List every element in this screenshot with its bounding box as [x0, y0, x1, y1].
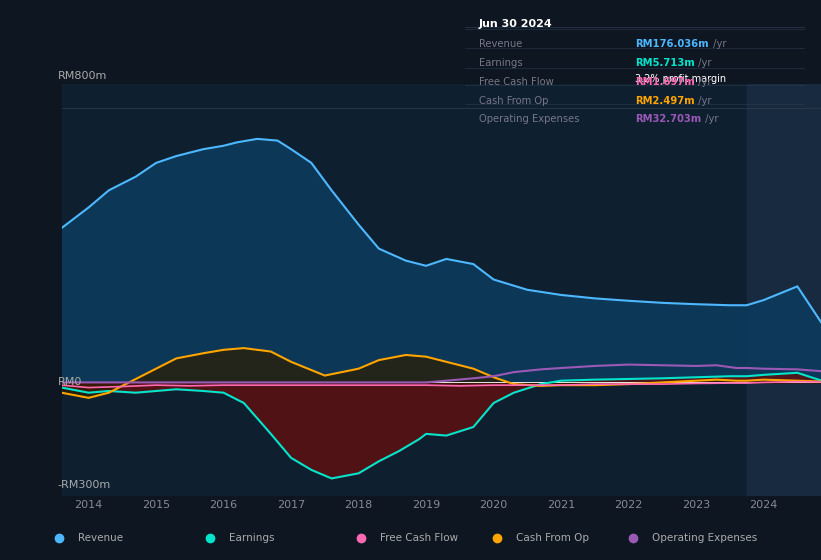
Text: Revenue: Revenue: [479, 39, 522, 49]
Text: RM5.713m: RM5.713m: [635, 58, 695, 68]
Text: Cash From Op: Cash From Op: [516, 533, 589, 543]
Text: Jun 30 2024: Jun 30 2024: [479, 18, 553, 29]
Text: Earnings: Earnings: [229, 533, 275, 543]
Text: /yr: /yr: [695, 96, 711, 105]
Text: -RM300m: -RM300m: [57, 480, 111, 490]
Text: /yr: /yr: [702, 114, 719, 124]
Text: Earnings: Earnings: [479, 58, 522, 68]
Text: Cash From Op: Cash From Op: [479, 96, 548, 105]
Bar: [747, 84, 821, 496]
Text: RM800m: RM800m: [57, 71, 107, 81]
Text: Free Cash Flow: Free Cash Flow: [479, 77, 553, 87]
Text: Operating Expenses: Operating Expenses: [479, 114, 579, 124]
Text: /yr: /yr: [695, 77, 711, 87]
Text: RM2.497m: RM2.497m: [635, 96, 695, 105]
Text: RM32.703m: RM32.703m: [635, 114, 701, 124]
Text: RM176.036m: RM176.036m: [635, 39, 709, 49]
Text: /yr: /yr: [710, 39, 727, 49]
Text: Operating Expenses: Operating Expenses: [652, 533, 758, 543]
Text: RM1.697m: RM1.697m: [635, 77, 695, 87]
Text: Free Cash Flow: Free Cash Flow: [380, 533, 458, 543]
Text: Revenue: Revenue: [78, 533, 123, 543]
Text: 3.2% profit margin: 3.2% profit margin: [635, 74, 726, 84]
Text: /yr: /yr: [695, 58, 711, 68]
Text: RM0: RM0: [57, 377, 82, 388]
